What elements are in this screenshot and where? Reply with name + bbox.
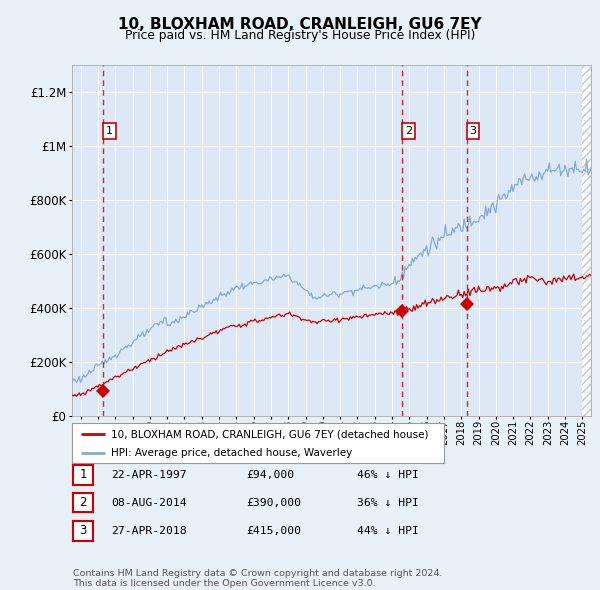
Text: Price paid vs. HM Land Registry's House Price Index (HPI): Price paid vs. HM Land Registry's House … bbox=[125, 30, 475, 42]
Text: HPI: Average price, detached house, Waverley: HPI: Average price, detached house, Wave… bbox=[111, 448, 352, 458]
Text: 46% ↓ HPI: 46% ↓ HPI bbox=[357, 470, 419, 480]
Text: 3: 3 bbox=[79, 525, 87, 537]
Text: 10, BLOXHAM ROAD, CRANLEIGH, GU6 7EY: 10, BLOXHAM ROAD, CRANLEIGH, GU6 7EY bbox=[118, 17, 482, 31]
Text: 2: 2 bbox=[405, 126, 412, 136]
Text: 10, BLOXHAM ROAD, CRANLEIGH, GU6 7EY (detached house): 10, BLOXHAM ROAD, CRANLEIGH, GU6 7EY (de… bbox=[111, 430, 428, 440]
Text: 2: 2 bbox=[79, 496, 87, 509]
Text: £390,000: £390,000 bbox=[246, 498, 301, 507]
Text: 08-AUG-2014: 08-AUG-2014 bbox=[111, 498, 187, 507]
Text: 1: 1 bbox=[106, 126, 113, 136]
Text: 44% ↓ HPI: 44% ↓ HPI bbox=[357, 526, 419, 536]
Text: 36% ↓ HPI: 36% ↓ HPI bbox=[357, 498, 419, 507]
Text: 1: 1 bbox=[79, 468, 87, 481]
Text: £415,000: £415,000 bbox=[246, 526, 301, 536]
Text: £94,000: £94,000 bbox=[246, 470, 294, 480]
Text: 27-APR-2018: 27-APR-2018 bbox=[111, 526, 187, 536]
Text: 3: 3 bbox=[469, 126, 476, 136]
Text: 22-APR-1997: 22-APR-1997 bbox=[111, 470, 187, 480]
Text: Contains HM Land Registry data © Crown copyright and database right 2024.
This d: Contains HM Land Registry data © Crown c… bbox=[73, 569, 443, 588]
